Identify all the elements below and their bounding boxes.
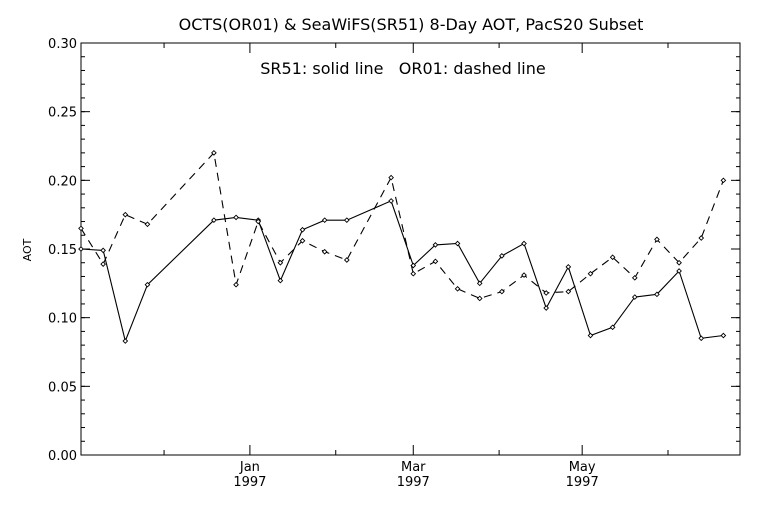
plot-frame [80,42,741,456]
y-axis-label: AOT [21,238,34,261]
x-tick-label: Jan [239,460,260,475]
point-sr51 [277,277,284,284]
point-sr51 [720,332,727,339]
point-or01 [587,270,594,277]
series-layer [78,150,727,344]
point-or01 [698,235,705,241]
x-tick-sublabel: 1997 [566,475,599,490]
point-sr51 [78,246,84,252]
point-sr51 [233,214,239,221]
point-or01 [78,225,84,232]
point-or01 [565,288,572,295]
point-or01 [122,211,129,218]
point-sr51 [211,217,217,223]
point-sr51 [454,240,461,247]
point-or01 [410,270,417,277]
y-tick-label: 0.20 [48,174,77,189]
y-tick-label: 0.00 [48,449,77,464]
point-sr51 [565,264,572,270]
point-or01 [521,272,527,278]
x-tick-sublabel: 1997 [233,475,266,490]
point-or01 [144,221,151,228]
point-sr51 [587,332,594,339]
point-or01 [609,254,616,261]
point-or01 [211,150,217,156]
point-sr51 [388,198,394,204]
point-sr51 [299,226,306,233]
point-sr51 [122,338,129,344]
point-or01 [476,295,483,302]
point-sr51 [476,280,483,287]
point-sr51 [144,281,151,288]
point-sr51 [321,217,328,223]
point-or01 [100,261,106,267]
y-tick-label: 0.15 [48,243,77,258]
point-sr51 [698,335,705,342]
point-or01 [499,288,505,295]
point-sr51 [654,291,660,298]
y-axis: 0.00 0.05 0.10 0.15 0.20 0.25 0.30 [48,37,740,464]
point-or01 [543,290,550,296]
point-or01 [343,257,350,263]
point-sr51 [100,247,106,254]
y-tick-label: 0.10 [48,312,77,327]
point-or01 [454,285,461,292]
point-or01 [654,236,660,243]
point-or01 [233,281,239,288]
point-sr51 [631,294,638,300]
point-or01 [255,218,262,225]
y-tick-label: 0.30 [48,37,77,52]
point-or01 [676,259,682,266]
point-sr51 [499,253,505,259]
point-or01 [432,258,439,265]
x-tick-label: May [569,460,596,475]
x-tick-sublabel: 1997 [397,475,430,490]
chart-title: OCTS(OR01) & SeaWiFS(SR51) 8-Day AOT, Pa… [179,15,644,34]
point-sr51 [676,268,682,274]
point-or01 [388,174,394,181]
y-tick-label: 0.25 [48,106,77,121]
point-sr51 [343,217,350,223]
y-tick-label: 0.05 [48,380,77,395]
x-tick-label: Mar [401,460,426,475]
point-sr51 [609,324,616,331]
series-line-or01 [80,151,724,299]
point-or01 [321,248,328,255]
point-sr51 [521,240,527,247]
point-sr51 [432,242,439,248]
point-or01 [299,237,306,244]
point-or01 [720,177,727,184]
point-or01 [277,259,284,266]
chart-annotation: SR51: solid line OR01: dashed line [260,59,545,78]
point-sr51 [543,305,550,311]
point-or01 [631,275,638,281]
